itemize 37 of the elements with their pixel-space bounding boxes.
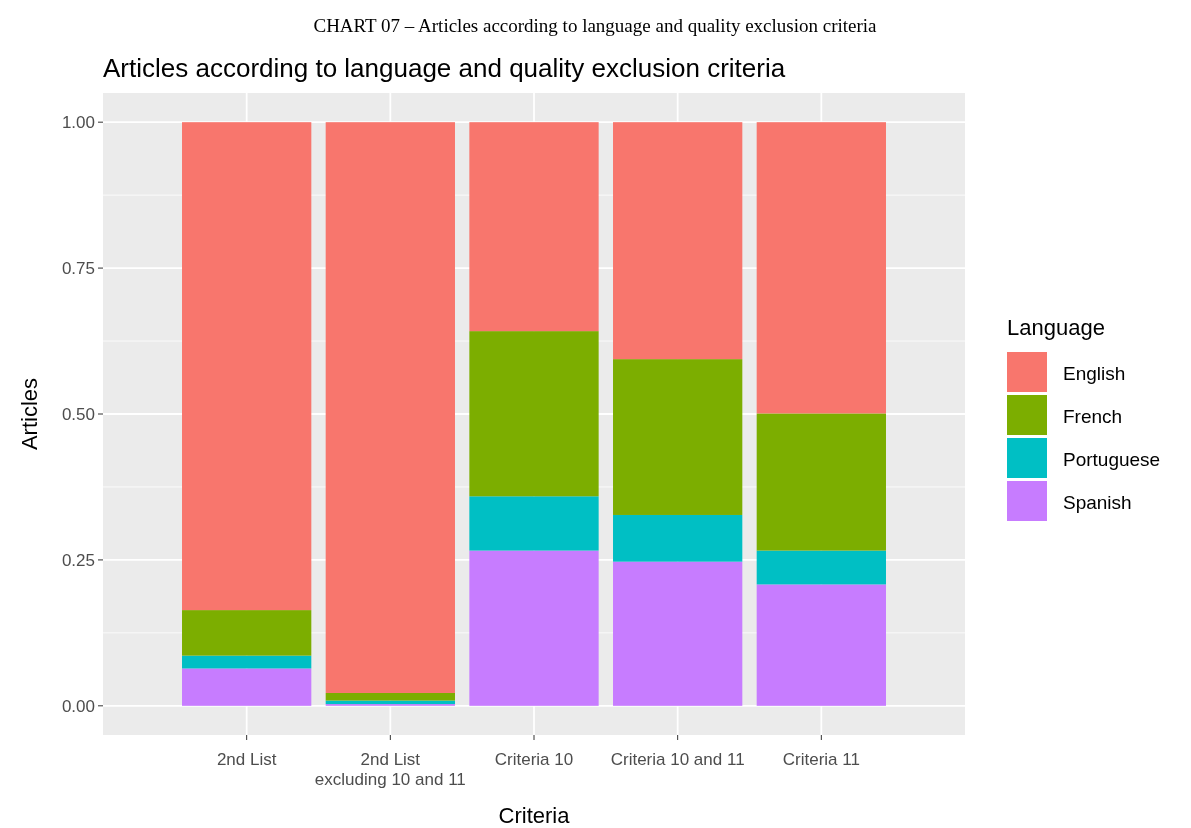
y-tick-label: 0.50: [61, 404, 95, 424]
x-tick-label: Criteria 10: [494, 750, 574, 769]
bar: [325, 122, 455, 693]
x-tick-label: 2nd List excluding 10 and 11: [314, 750, 466, 790]
y-tick-label: 0.25: [61, 550, 95, 570]
chart-title: Articles according to language and quality exclusion criteria: [103, 53, 786, 83]
bar: [182, 668, 312, 706]
x-tick-label: Criteria 11: [782, 750, 860, 769]
x-axis-title: Criteria: [498, 803, 571, 828]
bar: [613, 561, 743, 706]
y-tick-label: 1.00: [61, 113, 95, 133]
bar: [756, 122, 886, 414]
legend-label: Spanish: [1063, 491, 1132, 513]
bar: [182, 655, 312, 669]
x-tick-label: 2nd List: [216, 750, 277, 769]
bar: [469, 550, 599, 706]
legend-label: English: [1063, 362, 1126, 384]
bar: [469, 496, 599, 551]
x-tick-label: Criteria 10 and 11: [610, 750, 745, 769]
legend-label: Portuguese: [1063, 448, 1161, 470]
bar: [756, 584, 886, 706]
bar: [613, 514, 743, 562]
bar: [182, 610, 312, 656]
legend-title: Language: [1007, 315, 1105, 340]
bar: [325, 692, 455, 701]
bar: [469, 331, 599, 497]
legend-label: French: [1063, 405, 1123, 427]
bar: [756, 550, 886, 585]
bar: [182, 122, 312, 611]
bar: [756, 413, 886, 551]
y-axis-title: Articles: [17, 377, 42, 451]
y-tick-label: 0.75: [61, 259, 95, 279]
bar: [613, 359, 743, 515]
bar: [613, 122, 743, 360]
y-tick-label: 0.00: [61, 696, 95, 716]
caption: CHART 07 – Articles according to language and quality exclusion criteria: [313, 15, 878, 36]
bar: [469, 122, 599, 332]
